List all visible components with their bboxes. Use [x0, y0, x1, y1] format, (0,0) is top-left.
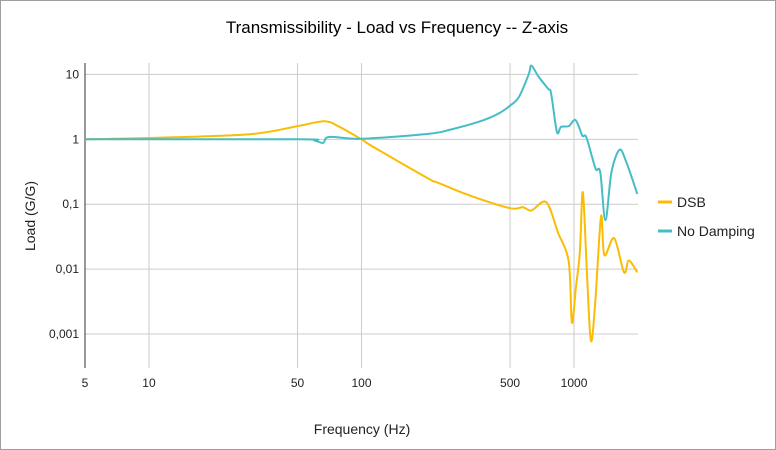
x-tick-label: 100 [351, 376, 371, 390]
y-tick-label: 0,001 [49, 327, 79, 341]
gridlines [85, 63, 638, 368]
x-tick-label: 50 [291, 376, 305, 390]
x-tick-label: 500 [500, 376, 520, 390]
chart-title: Transmissibility - Load vs Frequency -- … [226, 18, 568, 37]
x-tick-labels: 5 10 50 100 500 1000 [82, 376, 588, 390]
y-tick-label: 0,01 [56, 262, 80, 276]
y-tick-label: 1 [72, 132, 79, 146]
series-lines [84, 64, 639, 343]
y-tick-label: 0,1 [62, 197, 79, 211]
x-tick-label: 10 [142, 376, 156, 390]
x-tick-label: 5 [82, 376, 89, 390]
legend-label-dsb: DSB [677, 194, 706, 210]
x-axis-label: Frequency (Hz) [314, 421, 410, 437]
series-line-dsb [84, 120, 639, 343]
y-tick-label: 10 [66, 67, 80, 81]
legend-label-no-damping: No Damping [677, 223, 755, 239]
series-line-no-damping [84, 64, 639, 222]
legend: DSB No Damping [658, 194, 755, 239]
y-axis-label: Load (G/G) [22, 181, 38, 251]
y-tick-labels: 10 1 0,1 0,01 0,001 [49, 67, 79, 341]
x-tick-label: 1000 [561, 376, 588, 390]
